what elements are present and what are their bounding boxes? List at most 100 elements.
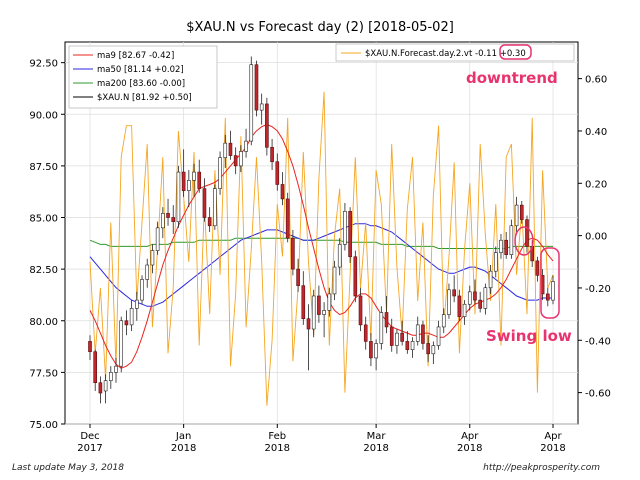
candle-body: [285, 198, 290, 239]
x-axis: Dec2017Jan2018Feb2018Mar2018Apr2018Apr20…: [77, 424, 566, 454]
candle-body: [358, 295, 363, 326]
candle-body: [244, 140, 248, 152]
candle-body: [176, 171, 181, 222]
candle-body: [348, 211, 352, 258]
candle-body: [369, 341, 373, 359]
candle-body: [161, 213, 165, 229]
candle-body: [197, 171, 202, 189]
candle-body: [103, 380, 108, 392]
candle-body: [473, 291, 477, 301]
candle-body: [275, 161, 280, 185]
ma200-line: [89, 237, 553, 249]
candle-body: [384, 312, 389, 328]
y-right-tick-label: -0.20: [585, 284, 611, 295]
candle-body: [98, 382, 103, 394]
candle-body: [483, 287, 488, 309]
candle-body: [509, 225, 514, 255]
left-axis: 75.00 77.50 80.00 82.50 85.00 87.50 90.00 92.50: [29, 59, 65, 431]
candle-body: [447, 289, 451, 315]
candle-body: [343, 211, 347, 245]
candle-body: [400, 332, 404, 342]
candle-body: [150, 250, 155, 266]
ma50-line: [89, 223, 553, 307]
candle-body: [514, 204, 519, 227]
candle-body: [187, 180, 191, 191]
ma9-path: [89, 124, 554, 369]
candle-body: [135, 299, 139, 309]
y-left-tick-label: 85.00: [29, 214, 58, 225]
y-left-tick-label: 82.50: [29, 265, 58, 276]
candle-body: [192, 171, 196, 181]
candle-body: [296, 268, 300, 286]
legend-ma9-label: ma9 [82.67 -0.42]: [97, 51, 174, 61]
footer-source-link[interactable]: http://peakprosperity.com: [483, 463, 600, 473]
legend-xau-label: $XAU.N [81.92 +0.50]: [97, 93, 192, 103]
candle-body: [249, 64, 254, 142]
candle-body: [436, 326, 441, 346]
downtrend-highlight: [514, 226, 534, 256]
candle-body: [155, 227, 160, 251]
candle-body: [317, 295, 321, 315]
candle-body: [270, 147, 274, 163]
y-left-tick-label: 77.50: [29, 368, 58, 379]
candle-body: [207, 217, 212, 227]
candle-body: [239, 151, 243, 167]
x-tick-label: 2018: [540, 443, 565, 454]
candle-body: [379, 312, 384, 344]
candle-body: [171, 217, 176, 222]
candle-body: [457, 295, 462, 317]
y-left-tick-label: 90.00: [29, 110, 58, 121]
right-axis: -0.60 -0.40 -0.20 0.00 0.20 0.40 0.60: [578, 75, 611, 400]
x-tick-label: Dec: [80, 431, 99, 442]
candle-body: [431, 345, 436, 355]
candle-body: [254, 64, 259, 111]
candle-body: [124, 320, 129, 326]
candle-body: [545, 293, 550, 301]
x-tick-label: 2018: [265, 443, 290, 454]
ma200-path: [89, 237, 553, 249]
candle-body: [327, 293, 332, 311]
candle-body: [410, 341, 415, 350]
candle-body: [114, 365, 118, 373]
candle-body: [467, 291, 472, 305]
x-tick-label: 2018: [171, 443, 196, 454]
candle-body: [259, 103, 264, 111]
annotation-downtrend: downtrend: [466, 69, 558, 87]
x-tick-label: Feb: [268, 431, 286, 442]
candle-body: [218, 157, 222, 189]
candle-body: [166, 213, 170, 218]
legend-value-highlight: [499, 44, 532, 60]
candle-body: [551, 281, 555, 301]
candle-body: [478, 299, 482, 309]
y-right-tick-label: 0.40: [585, 127, 607, 138]
ma50-path: [89, 223, 553, 307]
legend-left: ma9 [82.67 -0.42] ma50 [81.14 +0.02] ma2…: [68, 45, 218, 109]
x-tick-label: Jan: [175, 431, 191, 442]
x-tick-label: 2018: [457, 443, 482, 454]
forecast-line: [89, 91, 554, 406]
candle-body: [525, 219, 529, 247]
candle-body: [140, 279, 144, 301]
candle-body: [88, 341, 92, 353]
legend-ma200-label: ma200 [83.60 -0.00]: [97, 79, 185, 89]
candle-body: [265, 103, 269, 148]
chart-title: $XAU.N vs Forecast day (2) [2018-05-02]: [186, 20, 454, 35]
y-right-tick-label: -0.60: [585, 389, 611, 400]
candle-body: [280, 184, 285, 200]
candlesticks: [88, 56, 555, 404]
x-tick-label: 2017: [77, 443, 102, 454]
y-right-tick-label: -0.40: [585, 336, 611, 347]
candle-body: [488, 270, 493, 289]
x-tick-label: Apr: [461, 431, 479, 442]
candle-body: [145, 264, 150, 280]
y-left-tick-label: 87.50: [29, 162, 58, 173]
annotation-swing-low: Swing low: [486, 327, 572, 345]
candle-body: [93, 351, 98, 384]
candle-body: [202, 188, 207, 218]
candle-body: [228, 142, 233, 156]
candle-body: [504, 239, 508, 255]
candle-body: [421, 324, 425, 344]
candle-body: [363, 324, 368, 342]
candle-body: [213, 188, 217, 227]
